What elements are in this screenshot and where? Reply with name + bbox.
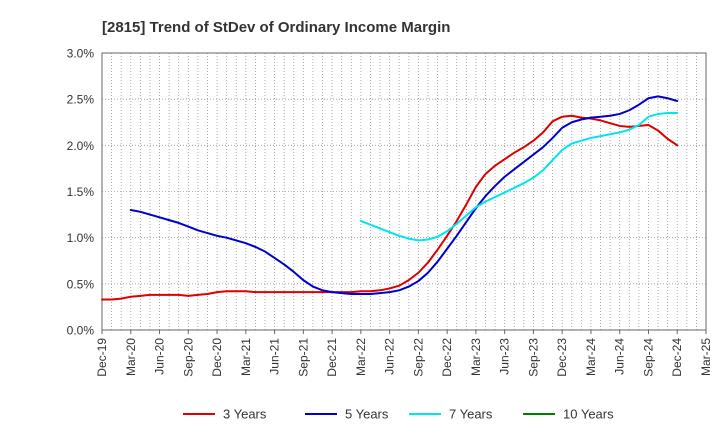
plot-frame [101, 52, 707, 331]
x-tick-label: Mar-21 [239, 338, 253, 376]
y-tick-label: 1.5% [67, 185, 95, 199]
legend-label-5-years: 5 Years [345, 407, 389, 422]
series-line-7-years [359, 112, 679, 242]
y-tick-label: 2.0% [67, 139, 95, 153]
y-tick-label: 2.5% [67, 93, 95, 107]
x-tick-label: Jun-20 [153, 338, 167, 375]
x-tick-label: Sep-21 [296, 338, 310, 377]
legend-label-10-years: 10 Years [563, 407, 614, 422]
legend-label-7-years: 7 Years [449, 407, 493, 422]
x-tick-label: Jun-23 [498, 338, 512, 375]
x-tick-label: Sep-23 [526, 338, 540, 377]
y-tick-label: 0.0% [67, 324, 95, 338]
y-tick-label: 3.0% [67, 47, 95, 61]
y-tick-label: 0.5% [67, 277, 95, 291]
series-line-3-years [101, 114, 679, 301]
axes: 0.0% 0.5% 1.0% 1.5% 2.0% 2.5% 3.0% Dec-19 Mar-20… [67, 47, 713, 377]
x-tick-label: Mar-23 [469, 338, 483, 376]
x-tick-label: Dec-20 [210, 338, 224, 377]
x-tick-label: Mar-25 [699, 338, 713, 376]
legend-label-3-years: 3 Years [223, 407, 267, 422]
x-tick-label: Dec-21 [325, 338, 339, 377]
x-tick-label: Mar-24 [584, 338, 598, 376]
x-tick-label: Dec-24 [670, 338, 684, 377]
x-tick-label: Mar-20 [124, 338, 138, 376]
chart-title: [2815] Trend of StDev of Ordinary Income… [102, 19, 450, 36]
x-tick-label: Jun-24 [613, 338, 627, 375]
legend: 3 Years 5 Years 7 Years 10 Years [183, 407, 614, 422]
grid-lines [101, 52, 707, 331]
y-tick-label: 1.0% [67, 231, 95, 245]
x-tick-label: Sep-20 [181, 338, 195, 377]
x-tick-label: Mar-22 [354, 338, 368, 376]
x-tick-label: Sep-22 [411, 338, 425, 377]
x-tick-label: Dec-22 [440, 338, 454, 377]
series-line-5-years [129, 95, 679, 295]
x-tick-label: Jun-21 [268, 338, 282, 375]
x-tick-label: Dec-23 [555, 338, 569, 377]
series-lines [101, 95, 679, 301]
x-tick-label: Sep-24 [641, 338, 655, 377]
x-tick-label: Jun-22 [383, 338, 397, 375]
x-tick-label: Dec-19 [95, 338, 109, 377]
